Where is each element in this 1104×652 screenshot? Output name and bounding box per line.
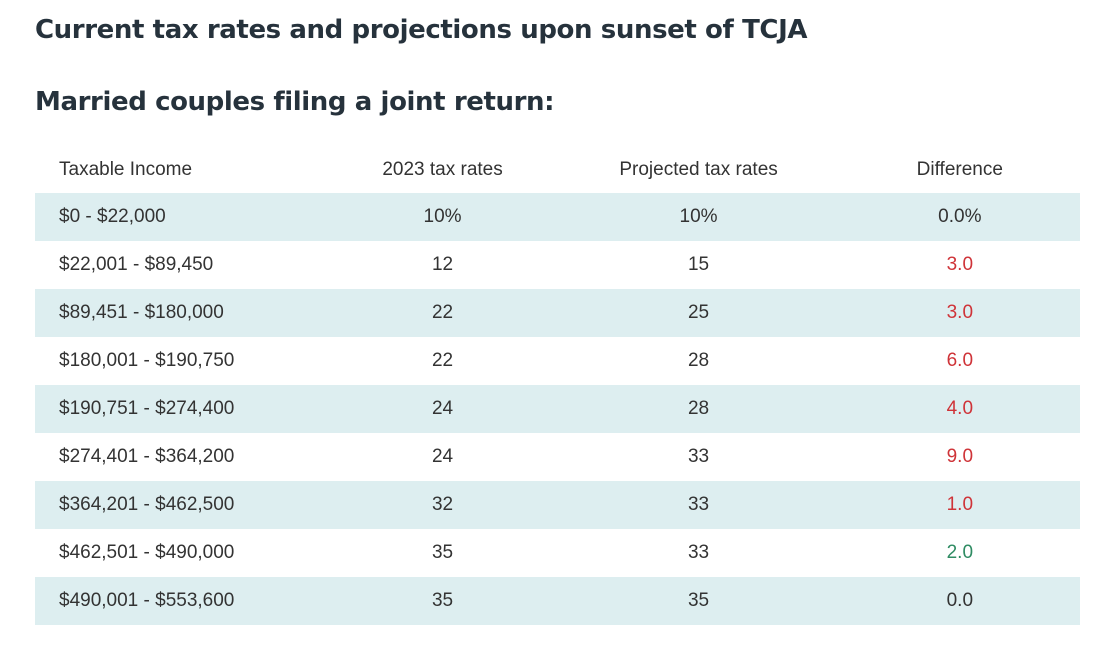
page-title: Current tax rates and projections upon s… [35,15,808,45]
table-row: $89,451 - $180,000 22 25 3.0 [35,289,1080,338]
table-header-row: Taxable Income 2023 tax rates Projected … [35,147,1080,193]
rate-projected-cell: 28 [687,350,710,372]
column-header-taxable-income: Taxable Income [59,159,193,181]
difference-cell: 0.0% [938,206,982,228]
difference-cell: 6.0 [946,350,974,372]
rate-projected-cell: 33 [687,494,710,516]
taxable-income-cell: $190,751 - $274,400 [59,398,235,420]
taxable-income-cell: $22,001 - $89,450 [59,254,214,276]
table-row: $190,751 - $274,400 24 28 4.0 [35,385,1080,434]
rate-2023-cell: 22 [431,302,454,324]
taxable-income-cell: $364,201 - $462,500 [59,494,235,516]
rate-2023-cell: 24 [431,398,454,420]
tax-rates-table: Taxable Income 2023 tax rates Projected … [35,147,1080,626]
rate-2023-cell: 35 [431,542,454,564]
rate-projected-cell: 25 [687,302,710,324]
taxable-income-cell: $490,001 - $553,600 [59,590,235,612]
column-header-2023-tax-rates: 2023 tax rates [382,159,503,181]
rate-2023-cell: 22 [431,350,454,372]
table-row: $364,201 - $462,500 32 33 1.0 [35,481,1080,530]
table-row: $274,401 - $364,200 24 33 9.0 [35,433,1080,481]
table-row: $180,001 - $190,750 22 28 6.0 [35,337,1080,385]
taxable-income-cell: $274,401 - $364,200 [59,446,235,468]
table-header: Taxable Income 2023 tax rates Projected … [35,147,1080,193]
taxable-income-cell: $89,451 - $180,000 [59,302,224,324]
taxable-income-cell: $180,001 - $190,750 [59,350,235,372]
difference-cell: 3.0 [946,302,974,324]
table-row: $22,001 - $89,450 12 15 3.0 [35,241,1080,289]
rate-2023-cell: 12 [431,254,454,276]
rate-projected-cell: 35 [687,590,710,612]
taxable-income-cell: $0 - $22,000 [59,206,166,228]
table-row: $462,501 - $490,000 35 33 2.0 [35,529,1080,577]
rate-projected-cell: 15 [687,254,710,276]
tax-rates-page: Current tax rates and projections upon s… [35,15,1080,626]
rate-2023-cell: 35 [431,590,454,612]
difference-cell: 0.0 [946,590,974,612]
taxable-income-cell: $462,501 - $490,000 [59,542,235,564]
difference-cell: 2.0 [946,542,974,564]
rate-projected-cell: 10% [679,206,718,228]
rate-2023-cell: 32 [431,494,454,516]
difference-cell: 4.0 [946,398,974,420]
difference-cell: 3.0 [946,254,974,276]
column-header-projected-tax-rates: Projected tax rates [619,159,778,181]
rate-2023-cell: 24 [431,446,454,468]
rate-projected-cell: 33 [687,542,710,564]
table-body: $0 - $22,000 10% 10% 0.0% $22,001 - $89,450 1… [35,193,1080,626]
difference-cell: 9.0 [946,446,974,468]
column-header-difference: Difference [916,159,1003,181]
rate-projected-cell: 33 [687,446,710,468]
difference-cell: 1.0 [946,494,974,516]
rate-projected-cell: 28 [687,398,710,420]
rate-2023-cell: 10% [423,206,462,228]
table-row: $0 - $22,000 10% 10% 0.0% [35,193,1080,242]
filing-status-subtitle: Married couples filing a joint return: [35,86,555,117]
table-row: $490,001 - $553,600 35 35 0.0 [35,577,1080,626]
